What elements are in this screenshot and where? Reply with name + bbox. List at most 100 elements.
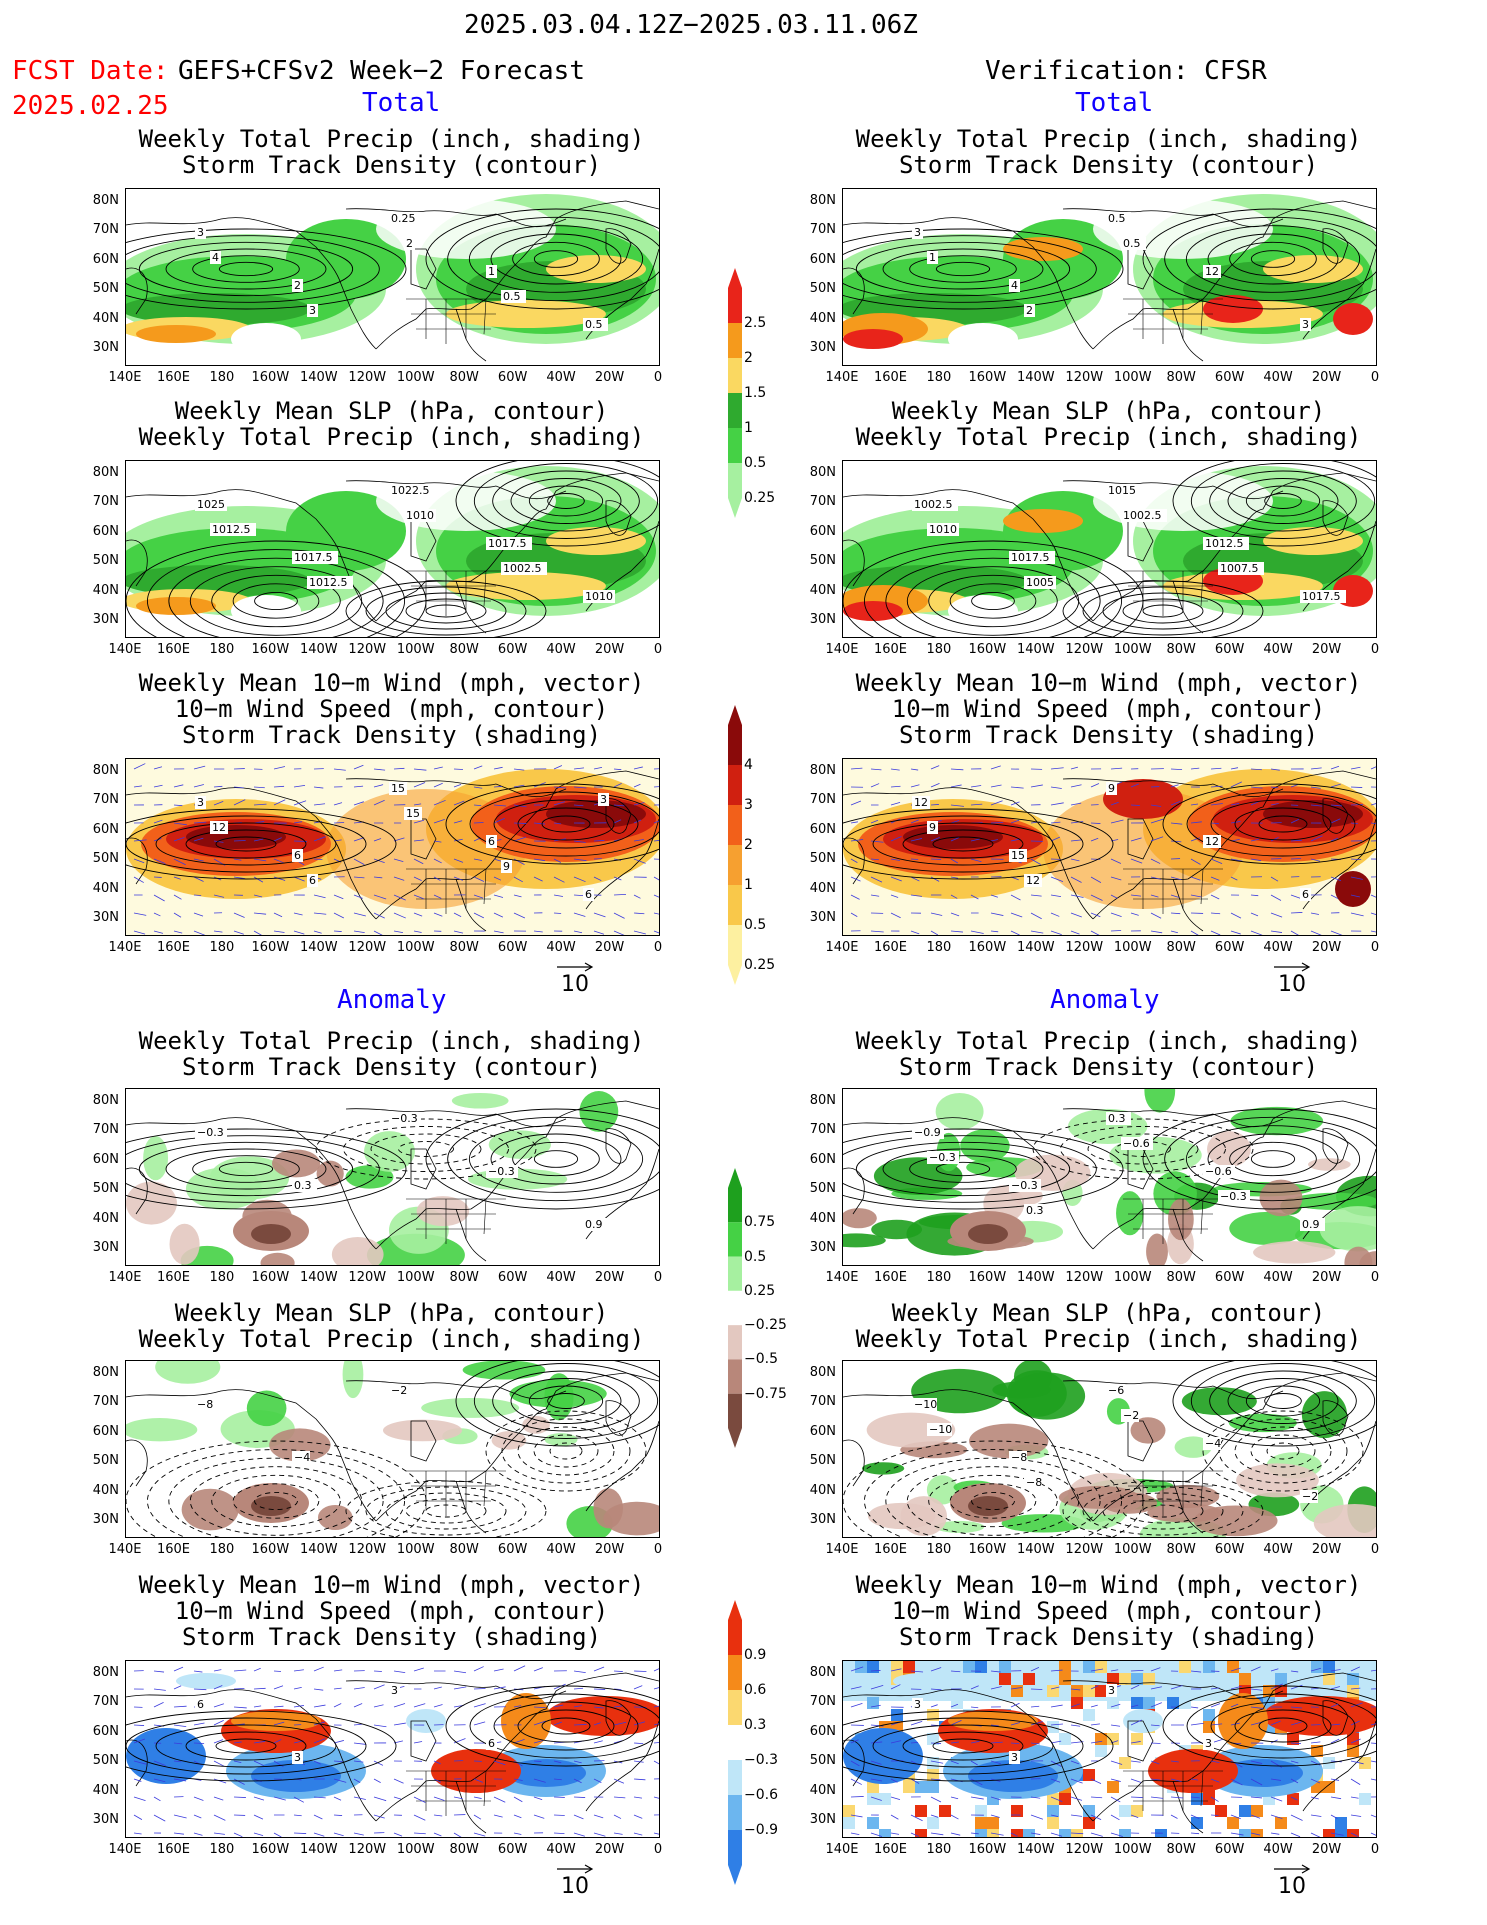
lon-tick-label: 160W: [251, 1542, 290, 1557]
lat-tick-label: 70N: [809, 792, 836, 808]
lon-tick-label: 80W: [1166, 1270, 1196, 1285]
map-svg: 1025 1017.5 1022.5 1017.5 1010 1012.5 1012.5 10…: [126, 461, 659, 637]
lon-tick-label: 80W: [1166, 642, 1196, 657]
lon-tick-label: 80W: [449, 1270, 479, 1285]
colorbar-tick-label: 0.25: [744, 957, 776, 973]
lon-tick-label: 0: [653, 1842, 663, 1857]
lon-tick-label: 100W: [1113, 370, 1152, 385]
reference-vector-icon: [1274, 962, 1311, 972]
lon-tick-label: 40W: [546, 1270, 576, 1285]
lon-tick-label: 160W: [968, 370, 1007, 385]
forecast-map-precip: 3 2 0.25 1 0.5 4 3 2 0.5: [125, 188, 660, 366]
lon-tick-label: 140E: [825, 1842, 859, 1857]
lon-tick-label: 40W: [1263, 370, 1293, 385]
contour-label: 15: [1011, 849, 1025, 862]
fcst-date-label: FCST Date:: [12, 56, 169, 86]
contour-label: 1022.5: [391, 484, 430, 497]
lon-tick-label: 0: [653, 370, 663, 385]
contour-label: 0.3: [1026, 1204, 1044, 1217]
lon-tick-label: 120W: [1065, 642, 1104, 657]
contour-label: −6: [1108, 1384, 1124, 1397]
lon-tick-label: 0: [1370, 1270, 1380, 1285]
panel-title: Weekly Total Precip (inch, shading) Stor…: [138, 125, 645, 179]
colorbar-tick-label: −0.9: [744, 1822, 778, 1838]
lat-tick-label: 70N: [92, 1394, 119, 1410]
lon-tick-label: 180: [209, 1270, 235, 1285]
lon-tick-label: 140W: [1016, 1842, 1055, 1857]
lon-tick-label: 60W: [1214, 370, 1245, 385]
verification-label: Verification: CFSR: [985, 56, 1267, 86]
lon-tick-label: 80W: [1166, 1542, 1196, 1557]
verification-map-wind: 12 15 9 12 6 9 12: [842, 758, 1377, 936]
lat-tick-label: 60N: [92, 523, 119, 539]
contour-label: 6: [197, 1698, 204, 1711]
lat-tick-label: 30N: [92, 340, 119, 355]
colorbar-tick-label: 0.25: [744, 1282, 776, 1299]
lon-tick-label: 0: [1370, 1542, 1380, 1557]
colorbar-tick-label: 4: [744, 757, 753, 773]
lon-tick-label: 20W: [1311, 1270, 1342, 1285]
contour-label: −10: [914, 1398, 937, 1411]
lon-tick-label: 100W: [396, 642, 435, 657]
lon-tick-label: 60W: [1214, 1842, 1245, 1857]
contour-label: 12: [1026, 874, 1040, 887]
forecast-map-aprecip: −0.3 0.3 −0.3 −0.3 0.9: [125, 1088, 660, 1266]
lon-tick-label: 60W: [497, 370, 528, 385]
lat-tick-label: 80N: [809, 763, 836, 778]
lat-tick-label: 30N: [92, 1512, 119, 1527]
panel-title: Weekly Mean 10−m Wind (mph, vector) 10−m…: [855, 1571, 1362, 1651]
lon-tick-label: 140E: [108, 1542, 142, 1557]
lon-tick-label: 20W: [1311, 370, 1342, 385]
lon-tick-label: 160W: [251, 642, 290, 657]
lon-tick-label: 20W: [594, 1842, 625, 1857]
lon-tick-label: 100W: [1113, 1270, 1152, 1285]
lon-tick-label: 140E: [108, 1842, 142, 1857]
map-svg: −10 −8 −6 −4 −2 −10 −8 −2: [843, 1361, 1376, 1537]
lon-tick-label: 0: [653, 1270, 663, 1285]
lon-tick-label: 40W: [546, 940, 576, 955]
lat-tick-label: 40N: [92, 582, 119, 598]
lat-tick-label: 50N: [809, 1453, 836, 1469]
lat-tick-label: 80N: [92, 763, 119, 778]
lon-tick-label: 160E: [156, 940, 190, 955]
contour-label: 6: [294, 849, 301, 862]
lat-tick-label: 50N: [809, 553, 836, 569]
lat-tick-label: 60N: [809, 821, 836, 837]
contour-label: −0.6: [1123, 1137, 1150, 1150]
lat-tick-label: 30N: [809, 1812, 836, 1827]
lon-tick-label: 140W: [299, 642, 338, 657]
colorbar-tick-label: 2: [744, 350, 753, 366]
lat-tick-label: 30N: [92, 612, 119, 627]
lon-tick-label: 140E: [825, 940, 859, 955]
contour-label: −0.9: [914, 1126, 941, 1139]
lat-tick-label: 50N: [92, 1453, 119, 1469]
lat-tick-label: 60N: [92, 1151, 119, 1167]
lon-tick-label: 120W: [348, 940, 387, 955]
panel-title: Weekly Mean 10−m Wind (mph, vector) 10−m…: [138, 669, 645, 749]
colorbar-tick-label: 2: [744, 837, 753, 853]
contour-label: 12: [914, 796, 928, 809]
lat-tick-label: 50N: [809, 281, 836, 297]
lon-tick-label: 60W: [1214, 1542, 1245, 1557]
lat-tick-label: 30N: [92, 1812, 119, 1827]
lon-tick-label: 120W: [1065, 1270, 1104, 1285]
lon-tick-label: 180: [209, 370, 235, 385]
section-anomaly-left: Anomaly: [337, 985, 447, 1015]
colorbar-storm_total: [728, 705, 742, 985]
contour-label: 0.5: [1108, 212, 1126, 225]
lon-tick-label: 140W: [299, 1270, 338, 1285]
lat-tick-label: 70N: [92, 222, 119, 238]
lon-tick-label: 100W: [396, 370, 435, 385]
contour-label: 0.5: [1123, 237, 1141, 250]
lon-tick-label: 100W: [1113, 1542, 1152, 1557]
contour-label: −0.3: [197, 1126, 224, 1139]
lon-tick-label: 180: [926, 1842, 952, 1857]
lon-tick-label: 160E: [156, 1542, 190, 1557]
lon-tick-label: 140E: [825, 642, 859, 657]
lat-tick-label: 40N: [809, 880, 836, 896]
lon-tick-label: 160W: [968, 1542, 1007, 1557]
contour-label: −2: [391, 1384, 407, 1397]
lat-tick-label: 30N: [809, 1240, 836, 1255]
contour-label: −10: [929, 1423, 952, 1436]
